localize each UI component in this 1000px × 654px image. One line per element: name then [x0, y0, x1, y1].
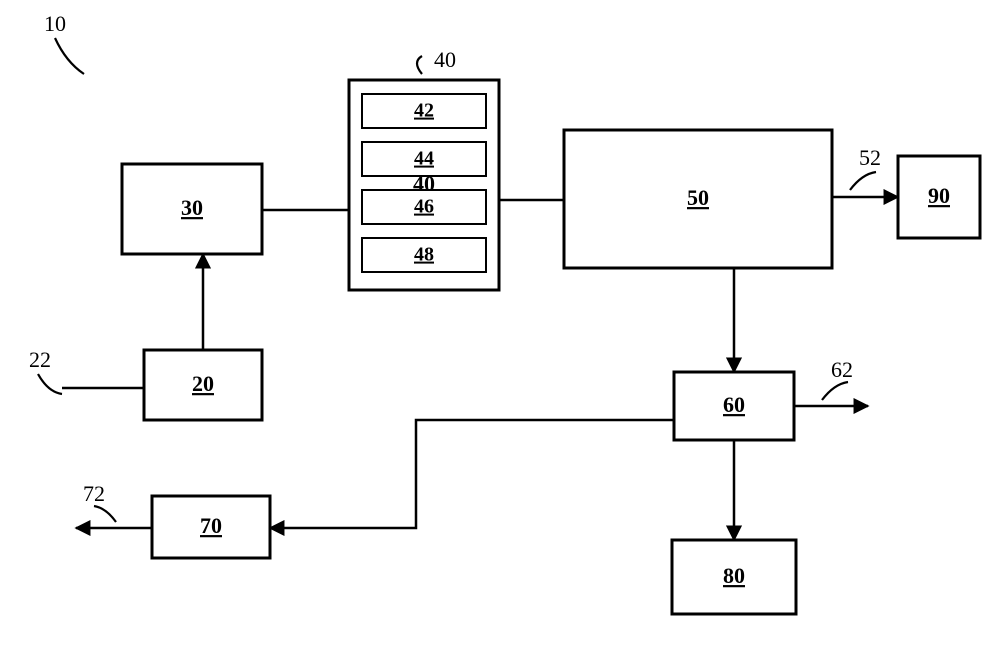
block-label-60: 60: [723, 392, 745, 417]
edge-n60-n70: [270, 420, 674, 528]
block-80: 80: [672, 540, 796, 614]
block-50: 50: [564, 130, 832, 268]
block-30: 30: [122, 164, 262, 254]
block-label-90: 90: [928, 183, 950, 208]
lead-curve-n72: [94, 506, 116, 522]
ref-label-52: 52: [859, 145, 881, 170]
block-90: 90: [898, 156, 980, 238]
block-label-48: 48: [414, 244, 434, 266]
lead-curve-n22: [38, 374, 62, 394]
block-46: 46: [362, 190, 486, 224]
lead-curve-n40: [417, 56, 422, 74]
block-20: 20: [144, 350, 262, 420]
ref-label-22: 22: [29, 347, 51, 372]
lead-curve-n52: [850, 172, 876, 190]
lead-curve-n62: [822, 382, 848, 400]
ref-label-62: 62: [831, 357, 853, 382]
block-70: 70: [152, 496, 270, 558]
block-label-50: 50: [687, 185, 709, 210]
block-label-70: 70: [200, 513, 222, 538]
lead-curve-n10: [55, 38, 84, 74]
block-label-46: 46: [414, 196, 434, 218]
ref-label-10: 10: [44, 11, 66, 36]
block-60: 60: [674, 372, 794, 440]
block-label-80: 80: [723, 563, 745, 588]
block-42: 42: [362, 94, 486, 128]
ref-label-40: 40: [434, 47, 456, 72]
block-label-30: 30: [181, 195, 203, 220]
block-44: 44: [362, 142, 486, 176]
block-label-20: 20: [192, 371, 214, 396]
block-label-44: 44: [414, 148, 434, 170]
block-48: 48: [362, 238, 486, 272]
ref-label-72: 72: [83, 481, 105, 506]
block-label-42: 42: [414, 100, 434, 122]
